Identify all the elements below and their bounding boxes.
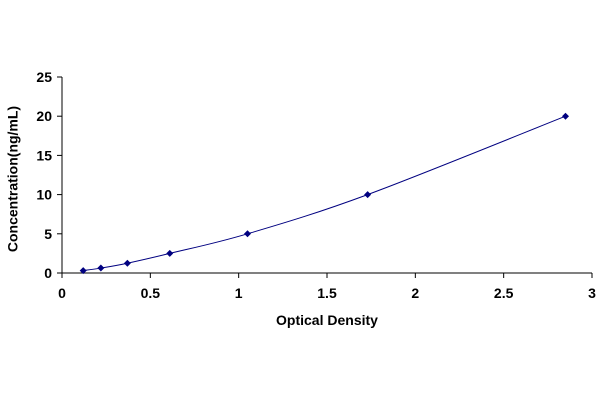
fit-curve <box>83 115 566 272</box>
data-point <box>364 191 372 199</box>
x-tick-label: 1.5 <box>317 285 337 301</box>
y-tick-label: 5 <box>44 226 52 242</box>
x-tick-label: 2 <box>411 285 419 301</box>
y-tick-label: 25 <box>36 69 52 85</box>
y-tick-label: 20 <box>36 108 52 124</box>
x-tick-label: 2.5 <box>494 285 514 301</box>
x-tick-label: 3 <box>588 285 596 301</box>
data-point <box>97 264 105 272</box>
data-point <box>244 230 251 238</box>
x-tick-label: 0 <box>58 285 66 301</box>
data-point <box>123 259 131 267</box>
x-tick-label: 1 <box>235 285 243 301</box>
data-point <box>166 249 174 257</box>
y-tick-label: 15 <box>36 147 52 163</box>
y-tick-label: 0 <box>44 265 52 281</box>
ticks: 0 0.5 1 1.5 2 2.5 3 0 5 10 15 20 25 <box>36 69 596 301</box>
data-point <box>562 112 569 120</box>
y-axis-title: Concentration(ng/mL) <box>5 106 21 252</box>
data-point <box>79 267 87 275</box>
y-tick-label: 10 <box>36 187 52 203</box>
axes <box>61 77 592 274</box>
x-axis-title: Optical Density <box>276 312 378 328</box>
x-tick-label: 0.5 <box>141 285 161 301</box>
data-points <box>79 112 569 275</box>
